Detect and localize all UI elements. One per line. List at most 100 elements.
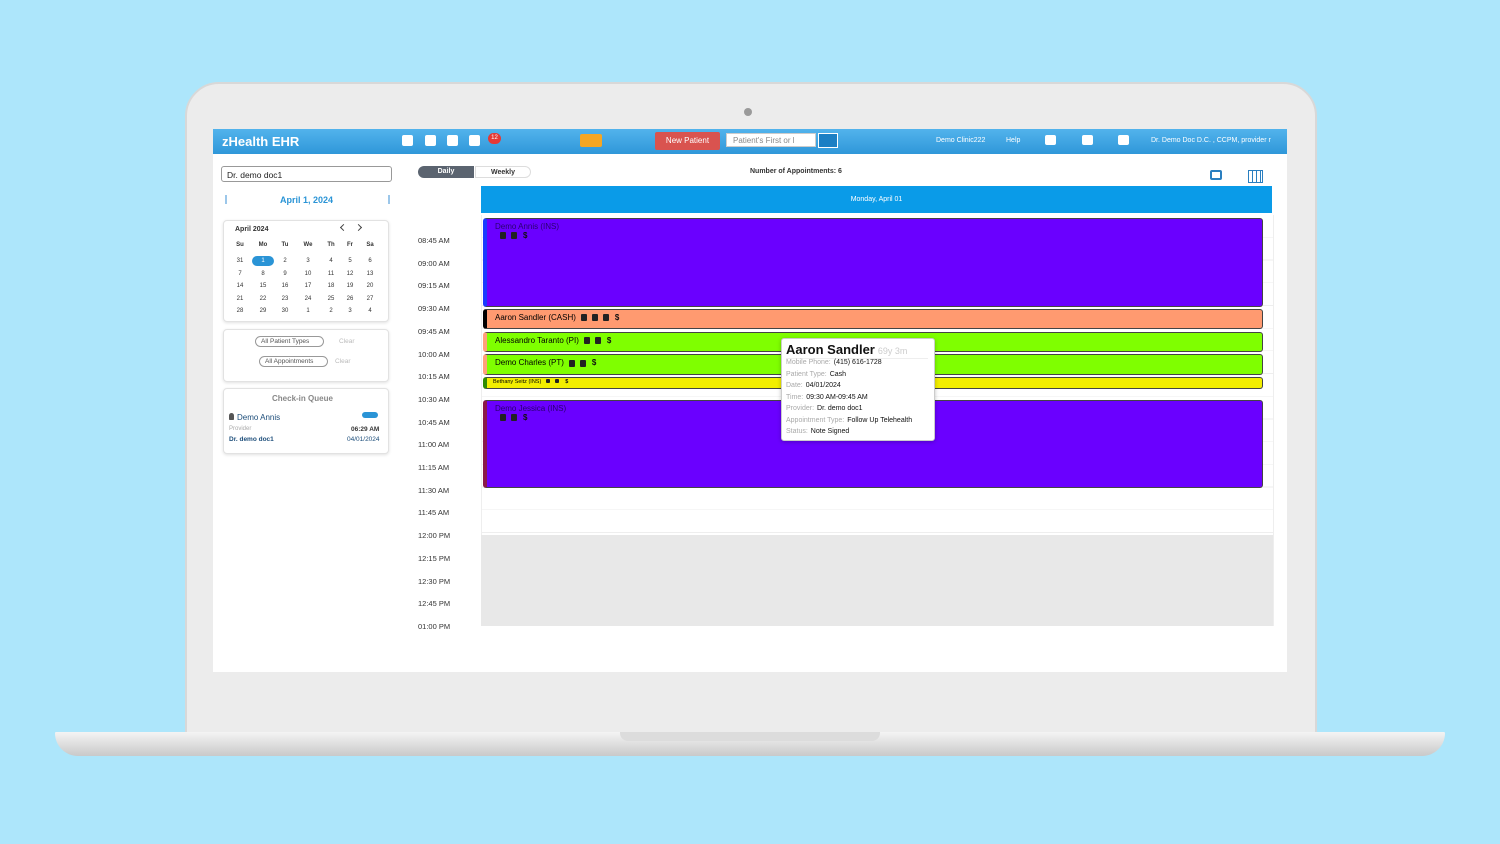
new-patient-button[interactable]: New Patient [655, 132, 720, 150]
filter-clear[interactable]: Clear [335, 358, 351, 365]
tooltip [781, 338, 935, 441]
weekday: Tu [281, 242, 289, 248]
calendar-day[interactable]: 4 [368, 308, 372, 314]
date-label: April 1, 2024 [280, 195, 334, 205]
screen: zHealth EHR 12 New Patient Patient's First … [213, 129, 1287, 672]
nav-icon[interactable] [425, 135, 436, 146]
tooltip-divider [786, 358, 928, 359]
laptop-notch [620, 732, 880, 741]
tooltip-value: (415) 616-1728 [833, 359, 882, 366]
time-label: 10:00 AM [418, 349, 450, 359]
time-label: 09:45 AM [418, 326, 450, 336]
calendar-day[interactable]: 29 [259, 308, 267, 314]
header-icon[interactable] [1082, 135, 1093, 145]
calendar-day[interactable]: 1 [306, 308, 310, 314]
time-label: 12:15 PM [418, 553, 451, 563]
calendar-day[interactable]: 11 [327, 270, 335, 277]
billing-icon: $ [523, 231, 528, 240]
calendar-day[interactable]: 25 [327, 295, 335, 302]
tooltip-row: Status: Note Signed [786, 428, 849, 435]
calendar-day[interactable]: 23 [281, 295, 289, 302]
time-label: 11:30 AM [418, 485, 450, 495]
search-input[interactable]: Patient's First or l [726, 133, 816, 147]
billing-icon: $ [606, 335, 612, 345]
appointment[interactable]: Demo Annis (INS) $ [483, 218, 1263, 307]
calendar-day[interactable]: 24 [304, 295, 312, 302]
calendar-day[interactable]: 10 [304, 270, 312, 277]
calendar-day[interactable]: 12 [346, 270, 354, 277]
appointment-name: Demo Charles (PT) [495, 358, 564, 368]
calendar-day[interactable]: 4 [329, 258, 333, 264]
appointment-count: Number of Appointments: 6 [750, 168, 842, 175]
time-label: 11:15 AM [418, 463, 450, 472]
calendar-day[interactable]: 6 [368, 258, 372, 264]
provider-select[interactable]: Dr. demo doc1 [221, 166, 392, 182]
calendar-day[interactable]: 5 [348, 258, 352, 264]
calendar-day[interactable]: 20 [366, 283, 374, 289]
tooltip-value: Dr. demo doc1 [817, 405, 863, 412]
prev-day[interactable] [225, 195, 235, 204]
calendar-day[interactable]: 9 [283, 270, 287, 277]
filter-box [223, 329, 389, 382]
nav-icon[interactable] [402, 135, 413, 146]
time-label: 10:15 AM [418, 372, 450, 382]
calendar-day[interactable]: 13 [366, 270, 374, 277]
time-label: 10:30 AM [418, 394, 450, 404]
daily-tab[interactable]: Daily [418, 166, 474, 178]
header-icon[interactable] [1118, 135, 1129, 145]
calendar-day[interactable]: 18 [327, 283, 335, 289]
filter-clear[interactable]: Clear [339, 338, 355, 345]
calendar-day[interactable]: 14 [236, 283, 244, 289]
card-icon[interactable] [580, 134, 602, 147]
checkin-icons[interactable] [362, 412, 378, 418]
calendar-day[interactable]: 17 [304, 283, 312, 289]
calendar-day[interactable]: 1 [252, 256, 274, 266]
calendar-day[interactable]: 21 [236, 295, 244, 302]
calendar-day[interactable]: 30 [281, 308, 289, 314]
print-icon[interactable] [1210, 170, 1222, 180]
filter-select[interactable]: All Patient Types [255, 336, 325, 347]
user[interactable]: Dr. Demo Doc D.C. , CCPM, provider r [1151, 137, 1271, 144]
tooltip-row: Patient Type: Cash [786, 371, 846, 378]
calendar-day[interactable]: 31 [236, 258, 244, 264]
calendar-box [223, 220, 389, 322]
patient-icon [229, 413, 234, 420]
next-day[interactable] [380, 195, 390, 204]
calendar-day[interactable]: 26 [346, 295, 354, 302]
time-label: 09:15 AM [418, 281, 450, 291]
nav-icon[interactable] [469, 135, 480, 146]
calendar-day[interactable]: 16 [281, 283, 289, 289]
gear-icon [580, 314, 587, 322]
weekly-tab[interactable]: Weekly [475, 166, 531, 178]
time-label: 11:45 AM [418, 508, 450, 518]
nav-icon[interactable] [447, 135, 458, 146]
gear-icon [568, 359, 575, 367]
search-button[interactable] [818, 133, 838, 148]
header-icon[interactable] [1045, 135, 1056, 145]
closed-hours [481, 535, 1273, 626]
time-label: 09:00 AM [418, 258, 450, 268]
gear-icon [546, 379, 551, 384]
calendar-day[interactable]: 2 [329, 308, 333, 314]
appointment-name: Demo Jessica (INS) [495, 403, 567, 413]
calendar-day[interactable]: 8 [261, 270, 265, 277]
calendar-day[interactable]: 7 [238, 270, 242, 277]
clinic[interactable]: Demo Clinic222 [936, 137, 986, 144]
calendar-day[interactable]: 2 [283, 258, 287, 264]
time-label: 01:00 PM [418, 621, 451, 631]
checkin-patient[interactable]: Demo Annis [237, 413, 281, 422]
help[interactable]: Help [1006, 137, 1021, 144]
table-icon[interactable] [1248, 170, 1263, 183]
checkin-provider: Dr. demo doc1 [229, 436, 274, 443]
calendar-day[interactable]: 28 [236, 308, 244, 314]
calendar-day[interactable]: 3 [348, 308, 352, 314]
icon-row: $ [495, 231, 1254, 240]
calendar-day[interactable]: 27 [366, 295, 374, 302]
appointment[interactable]: Aaron Sandler (CASH) $ [483, 308, 1263, 330]
calendar-day[interactable]: 22 [259, 295, 267, 302]
calendar-day[interactable]: 15 [259, 283, 267, 289]
filter-select[interactable]: All Appointments [259, 356, 329, 367]
tooltip-row: Provider: Dr. demo doc1 [786, 405, 863, 412]
calendar-day[interactable]: 19 [346, 283, 354, 289]
calendar-day[interactable]: 3 [306, 258, 310, 264]
